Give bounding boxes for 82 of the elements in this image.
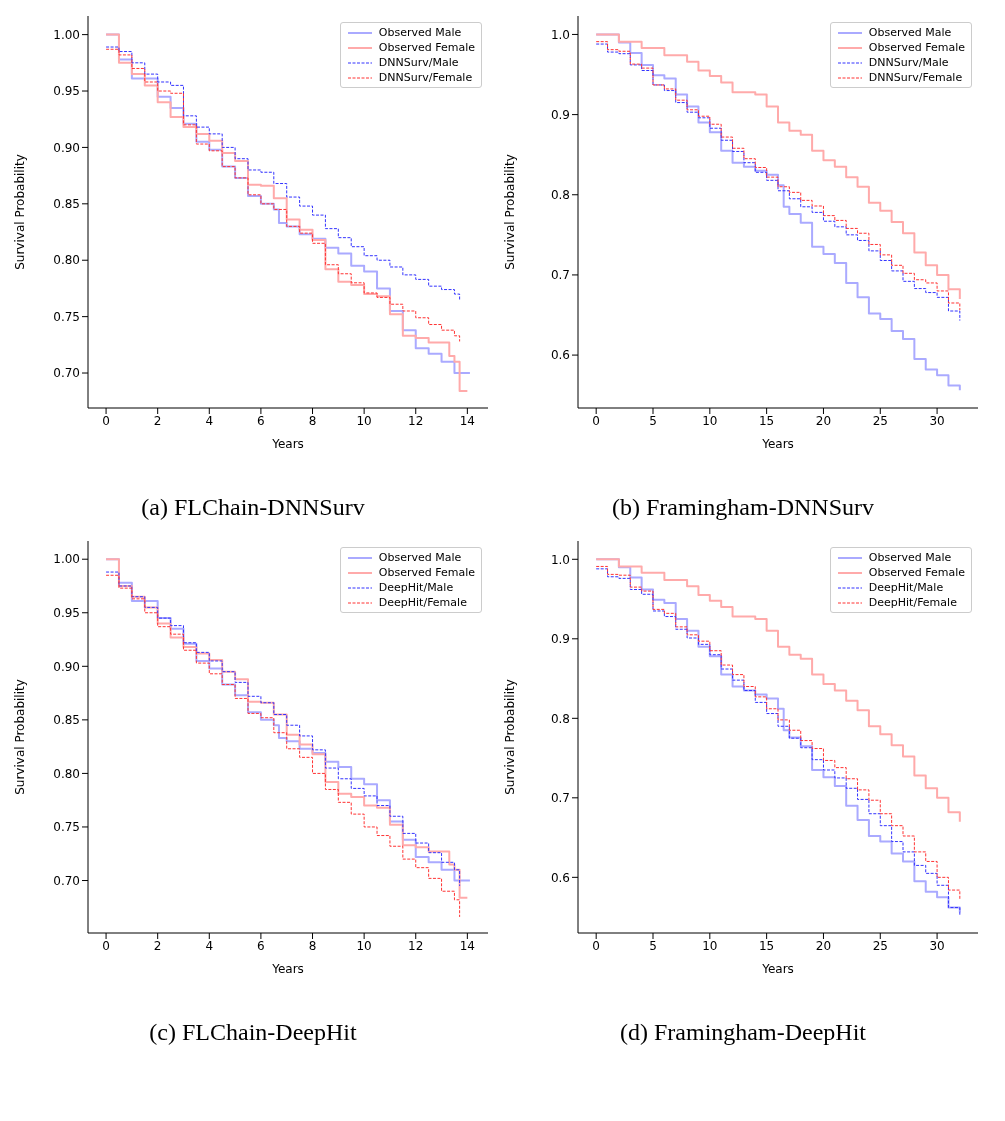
y-axis-title: Survival Probability (503, 154, 518, 270)
y-tick-label: 0.6 (550, 348, 570, 363)
y-tick-label: 0.75 (53, 820, 80, 835)
text: (c) FLChain-DeepHit (148, 1019, 358, 1046)
x-axis-title: Years (761, 962, 794, 976)
legend-label: Observed Male (868, 25, 952, 40)
legend-label: DeepHit/Female (868, 595, 957, 610)
y-tick-label: 0.6 (550, 870, 570, 885)
y-tick-label: 0.8 (550, 711, 570, 726)
y-tick-label: 1.0 (550, 552, 570, 567)
x-tick-label: 0 (102, 938, 110, 953)
y-tick-label: 0.95 (53, 606, 80, 621)
x-tick-label: 0 (592, 938, 600, 953)
legend-label: DNNSurv/Male (378, 55, 459, 70)
legend-label: Observed Female (868, 40, 965, 55)
x-tick-label: 8 (308, 938, 317, 953)
x-tick-label: 25 (872, 413, 888, 428)
x-tick-label: 6 (257, 413, 265, 428)
x-tick-label: 6 (257, 938, 265, 953)
y-tick-label: 0.95 (53, 84, 80, 99)
x-tick-label: 5 (649, 413, 657, 428)
y-tick-label: 0.80 (53, 766, 80, 781)
x-tick-label: 8 (308, 413, 317, 428)
x-tick-label: 15 (759, 413, 775, 428)
text: (b) Framingham-DNNSurv (611, 494, 875, 521)
legend-label: DeepHit/Male (868, 580, 944, 595)
x-tick-label: 0 (592, 413, 600, 428)
y-tick-label: 0.9 (550, 107, 570, 122)
legend-label: DNNSurv/Female (378, 70, 473, 85)
x-tick-label: 14 (459, 938, 475, 953)
y-tick-label: 0.7 (550, 268, 570, 283)
x-tick-label: 10 (356, 413, 372, 428)
x-tick-label: 10 (356, 938, 372, 953)
y-tick-label: 0.90 (53, 659, 80, 674)
y-tick-label: 0.70 (53, 873, 80, 888)
x-tick-label: 30 (929, 413, 945, 428)
x-tick-label: 2 (153, 413, 162, 428)
y-tick-label: 0.7 (550, 791, 570, 806)
legend-label: Observed Female (378, 565, 475, 580)
y-tick-label: 1.0 (550, 27, 570, 42)
x-tick-label: 30 (929, 938, 945, 953)
x-tick-label: 10 (702, 938, 718, 953)
legend-label: Observed Male (378, 550, 462, 565)
legend-label: Observed Female (378, 40, 475, 55)
legend-label: Observed Female (868, 565, 965, 580)
y-axis-title: Survival Probability (13, 679, 28, 795)
y-tick-label: 0.90 (53, 140, 80, 155)
y-tick-label: 0.9 (550, 632, 570, 647)
legend-label: DeepHit/Male (378, 580, 454, 595)
y-axis-title: Survival Probability (13, 154, 28, 270)
x-tick-label: 2 (153, 938, 162, 953)
y-tick-label: 0.70 (53, 366, 80, 381)
y-tick-label: 0.85 (53, 713, 80, 728)
legend-label: Observed Male (868, 550, 952, 565)
x-tick-label: 12 (408, 413, 424, 428)
y-tick-label: 0.80 (53, 253, 80, 268)
text: (a) FLChain-DNNSurv (140, 494, 366, 521)
x-tick-label: 20 (815, 938, 832, 953)
legend-label: DeepHit/Female (378, 595, 467, 610)
y-tick-label: 1.00 (53, 27, 80, 42)
x-axis-title: Years (271, 962, 304, 976)
text: (d) Framingham-DeepHit (619, 1019, 867, 1046)
y-tick-label: 0.85 (53, 197, 80, 212)
y-tick-label: 0.75 (53, 309, 80, 324)
x-tick-label: 4 (205, 413, 214, 428)
x-tick-label: 0 (102, 413, 110, 428)
x-axis-title: Years (271, 437, 304, 451)
x-tick-label: 14 (459, 413, 475, 428)
legend-label: Observed Male (378, 25, 462, 40)
x-tick-label: 4 (205, 938, 214, 953)
y-axis-title: Survival Probability (503, 679, 518, 795)
x-tick-label: 12 (408, 938, 424, 953)
y-tick-label: 0.8 (550, 188, 570, 203)
x-tick-label: 25 (872, 938, 888, 953)
x-tick-label: 20 (815, 413, 832, 428)
legend-label: DNNSurv/Male (868, 55, 949, 70)
x-tick-label: 15 (759, 938, 775, 953)
x-tick-label: 5 (649, 938, 657, 953)
legend-label: DNNSurv/Female (868, 70, 963, 85)
x-axis-title: Years (761, 437, 794, 451)
y-tick-label: 1.00 (53, 552, 80, 567)
x-tick-label: 10 (702, 413, 718, 428)
